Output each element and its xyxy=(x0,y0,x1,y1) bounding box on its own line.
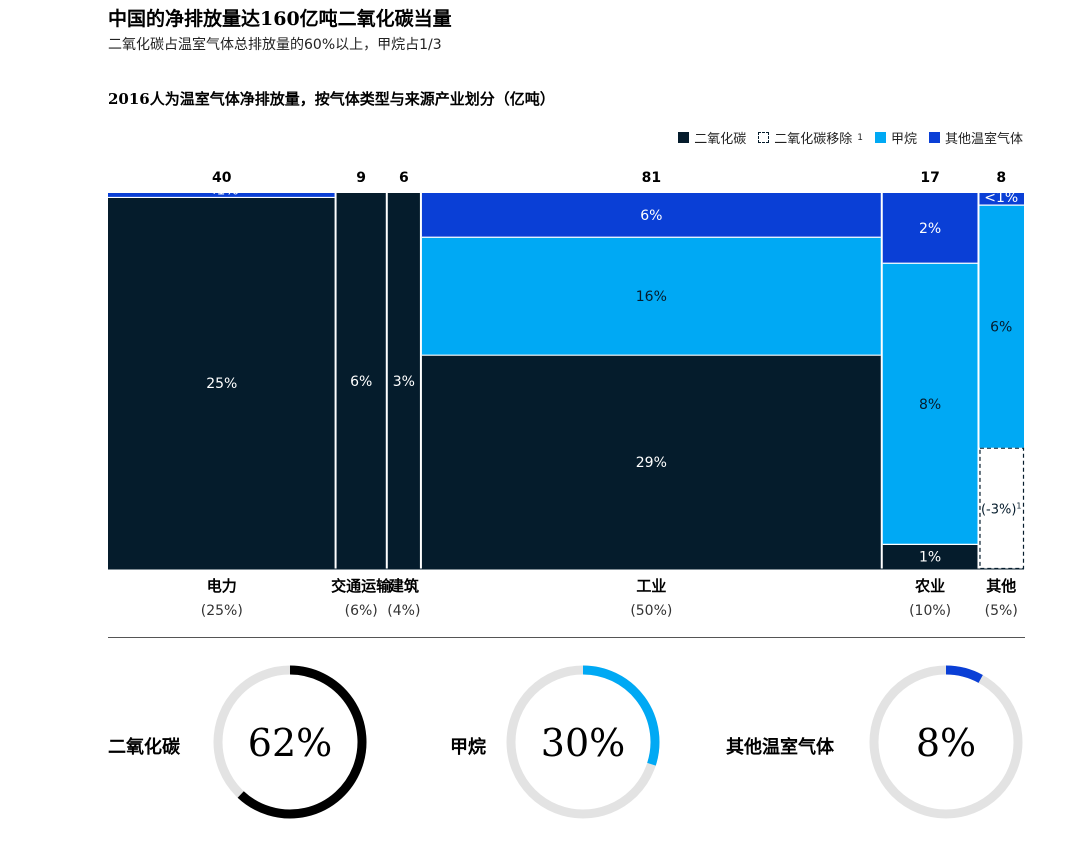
bar-label-3-0: 29% xyxy=(636,455,667,471)
donut-value-0: 62% xyxy=(248,721,332,765)
sector-share-5: (5%) xyxy=(985,603,1018,619)
sector-share-0: (25%) xyxy=(201,603,243,619)
bar-label-2-0: 3% xyxy=(393,374,415,390)
bar-segment-5-0 xyxy=(979,205,1024,448)
sector-label-4: 农业 xyxy=(914,577,945,595)
sector-share-4: (10%) xyxy=(909,603,951,619)
bar-label-5-0: 6% xyxy=(990,319,1012,335)
bar-segment-4-2 xyxy=(882,193,978,264)
donut-arc-0 xyxy=(237,665,367,819)
bar-label-1-0: 6% xyxy=(350,374,372,390)
bar-label-removal-5: (-3%)1 xyxy=(981,501,1022,517)
bar-segment-4-0 xyxy=(882,544,978,569)
bar-total-4: 17 xyxy=(920,170,939,186)
donut-value-1: 30% xyxy=(541,721,625,765)
sector-label-0: 电力 xyxy=(207,577,237,595)
bar-total-2: 6 xyxy=(399,170,409,186)
donut-label-co2: 二氧化碳 xyxy=(108,737,180,758)
legend-label-other: 其他温室气体 xyxy=(944,132,1023,147)
legend-swatch-co2 xyxy=(678,132,690,143)
legend-item-other: 其他温室气体 xyxy=(928,128,1023,147)
divider xyxy=(108,637,1025,638)
sector-label-3: 工业 xyxy=(636,577,666,595)
donut-value-2: 8% xyxy=(916,721,976,765)
page-subtitle: 二氧化碳占温室气体总排放量的60%以上，甲烷占1/3 xyxy=(108,37,442,53)
legend-item-co2: 二氧化碳 xyxy=(678,128,746,147)
legend-label-co2: 二氧化碳 xyxy=(694,132,747,147)
legend-swatch-co2-removal xyxy=(758,132,770,143)
sector-label-5: 其他 xyxy=(986,577,1016,595)
bar-total-0: 40 xyxy=(212,170,232,186)
donut-arc-1 xyxy=(582,665,660,766)
sector-label-2: 建筑 xyxy=(389,577,419,595)
bar-label-5-1: <1% xyxy=(984,190,1018,206)
sector-label-1: 交通运输 xyxy=(331,577,392,595)
donut-label-methane: 甲烷 xyxy=(450,737,486,758)
bar-total-3: 81 xyxy=(642,170,661,186)
bar-label-3-2: 6% xyxy=(640,208,662,224)
donut-label-other: 其他温室气体 xyxy=(726,737,834,758)
bar-segment-3-2 xyxy=(421,193,881,238)
donut-other: 8% xyxy=(869,665,1023,819)
bar-label-3-1: 16% xyxy=(636,289,667,305)
sector-share-3: (50%) xyxy=(630,603,672,619)
bar-segment-3-0 xyxy=(421,355,881,569)
bar-segment-1-0 xyxy=(336,193,386,569)
bar-segment-2-0 xyxy=(387,193,420,569)
bar-label-4-0: 1% xyxy=(919,550,941,566)
chart-legend: 二氧化碳 二氧化碳移除 1 甲烷 其他温室气体 xyxy=(678,128,1023,147)
bar-segment-5-1 xyxy=(979,193,1024,206)
mekko-chart: 25%<1%40电力(25%)6%9交通运输(6%)3%6建筑(4%)29%16… xyxy=(108,170,1025,619)
legend-swatch-methane xyxy=(874,132,886,143)
bar-segment-4-1 xyxy=(882,263,978,545)
bar-total-5: 8 xyxy=(996,170,1006,186)
chart-title: 2016人为温室气体净排放量，按气体类型与来源产业划分（亿吨） xyxy=(108,90,555,108)
sector-share-1: (6%) xyxy=(345,603,378,619)
legend-item-co2-removal: 二氧化碳移除 1 xyxy=(758,128,863,147)
legend-item-methane: 甲烷 xyxy=(874,128,917,147)
bar-segment-0-1 xyxy=(108,193,335,198)
donut-co2: 62% xyxy=(213,665,367,819)
legend-swatch-other xyxy=(928,132,940,143)
bar-segment-0-0 xyxy=(108,197,335,569)
legend-label-methane: 甲烷 xyxy=(890,132,917,147)
bar-label-0-0: 25% xyxy=(206,376,237,392)
bar-total-1: 9 xyxy=(356,170,366,186)
page-title: 中国的净排放量达160亿吨二氧化碳当量 xyxy=(108,8,452,30)
legend-footnote: 1 xyxy=(857,132,863,143)
sector-share-2: (4%) xyxy=(387,603,420,619)
legend-label-co2-removal: 二氧化碳移除 xyxy=(774,132,853,147)
donut-arc-2 xyxy=(945,665,983,683)
bar-label-4-1: 8% xyxy=(919,397,941,413)
bar-label-0-1: <1% xyxy=(205,182,239,198)
bar-segment-3-1 xyxy=(421,237,881,356)
bar-label-4-2: 2% xyxy=(919,221,941,237)
removal-footnote: 1 xyxy=(1016,501,1021,510)
donut-methane: 30% xyxy=(506,665,660,819)
